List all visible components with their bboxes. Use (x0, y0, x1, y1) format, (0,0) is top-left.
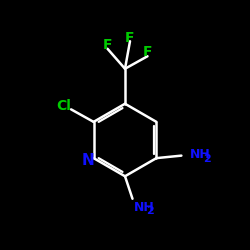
Text: Cl: Cl (56, 98, 71, 112)
Text: NH: NH (190, 148, 211, 162)
Text: 2: 2 (146, 206, 154, 216)
Text: F: F (143, 46, 152, 60)
Text: N: N (82, 152, 94, 168)
Text: F: F (125, 30, 135, 44)
Text: 2: 2 (203, 154, 210, 164)
Text: F: F (103, 38, 112, 52)
Text: NH: NH (134, 201, 154, 214)
